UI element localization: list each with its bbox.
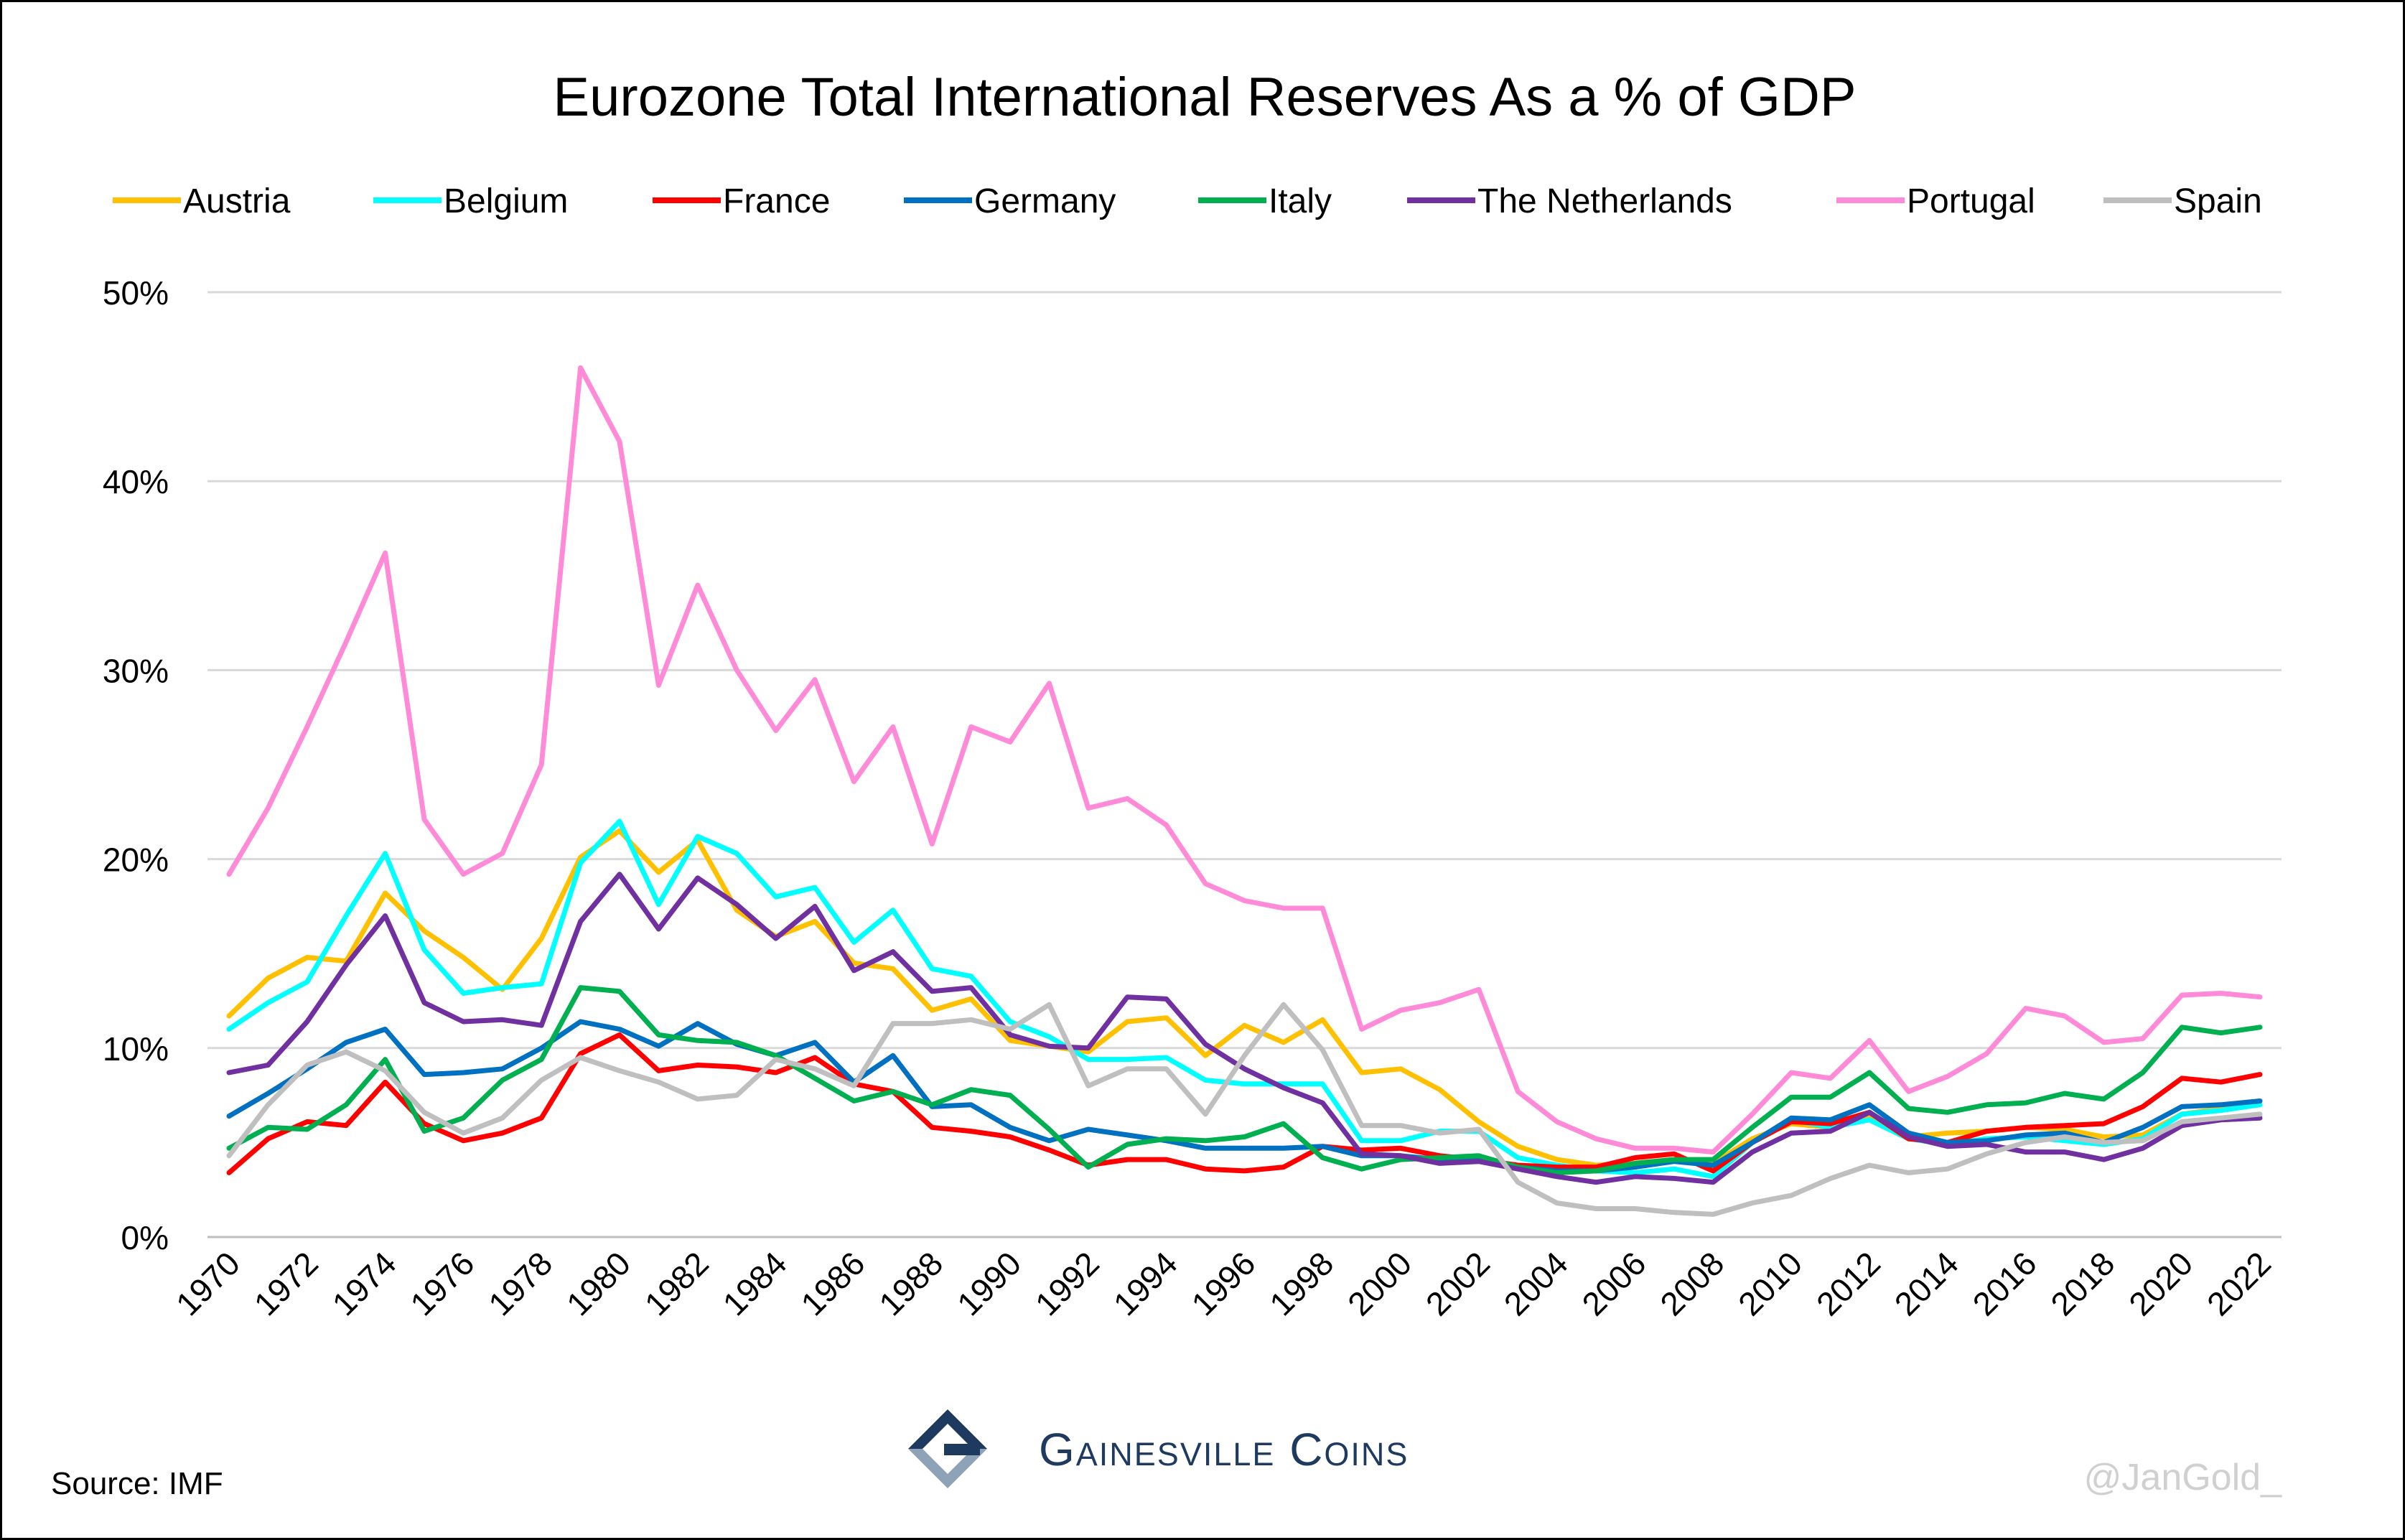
source-note: Source: IMF bbox=[51, 1466, 223, 1501]
y-tick-label: 20% bbox=[103, 841, 169, 879]
legend-label: Spain bbox=[2174, 182, 2262, 220]
x-tick-label: 1984 bbox=[716, 1244, 794, 1322]
chart-title: Eurozone Total International Reserves As… bbox=[553, 67, 1856, 128]
x-tick-label: 2010 bbox=[1731, 1244, 1809, 1322]
series-lines bbox=[226, 365, 2263, 1217]
legend-label: Italy bbox=[1269, 182, 1332, 220]
x-tick-label: 2014 bbox=[1887, 1244, 1966, 1322]
y-tick-label: 10% bbox=[103, 1030, 169, 1068]
legend-label: Austria bbox=[183, 182, 291, 220]
legend-label: Germany bbox=[974, 182, 1116, 220]
x-tick-label: 1972 bbox=[247, 1244, 325, 1322]
y-tick-label: 40% bbox=[103, 463, 169, 500]
x-axis-ticks: 1970 1972 1974 1976 1978 1980 1982 1984 1986 1988… bbox=[169, 1244, 2278, 1322]
legend: Austria Belgium France Germany Italy The Neth… bbox=[113, 182, 2262, 220]
legend-label: The Netherlands bbox=[1477, 182, 1732, 220]
x-tick-label: 1992 bbox=[1028, 1244, 1106, 1322]
legend-item-france: France bbox=[653, 182, 830, 220]
x-tick-label: 1990 bbox=[950, 1244, 1028, 1322]
y-tick-label: 30% bbox=[103, 652, 169, 689]
x-tick-label: 1986 bbox=[793, 1244, 872, 1322]
y-tick-label: 50% bbox=[103, 274, 169, 312]
y-tick-label: 0% bbox=[121, 1219, 169, 1256]
series-line-germany bbox=[226, 1019, 2263, 1174]
series-line-italy bbox=[226, 985, 2263, 1175]
legend-item-belgium: Belgium bbox=[373, 182, 568, 220]
x-tick-label: 1988 bbox=[872, 1244, 950, 1322]
logo-text: Gainesville Coins bbox=[1039, 1424, 1409, 1475]
x-tick-label: 2016 bbox=[1966, 1244, 2044, 1322]
legend-label: Portugal bbox=[1907, 182, 2035, 220]
legend-item-portugal: Portugal bbox=[1836, 182, 2035, 220]
x-tick-label: 2002 bbox=[1419, 1244, 1497, 1322]
x-tick-label: 1980 bbox=[559, 1244, 638, 1322]
series-line-portugal bbox=[226, 365, 2263, 1155]
series-line-austria bbox=[226, 828, 2263, 1168]
x-tick-label: 1998 bbox=[1262, 1244, 1340, 1322]
legend-label: France bbox=[723, 182, 830, 220]
x-tick-label: 1982 bbox=[638, 1244, 716, 1322]
logo-mark-icon bbox=[908, 1409, 987, 1488]
logo: Gainesville Coins bbox=[908, 1409, 1409, 1488]
x-tick-label: 2018 bbox=[2043, 1244, 2121, 1322]
series-line-spain bbox=[226, 1002, 2263, 1217]
legend-item-italy: Italy bbox=[1198, 182, 1332, 220]
x-tick-label: 1976 bbox=[403, 1244, 481, 1322]
x-tick-label: 2022 bbox=[2200, 1244, 2278, 1322]
x-tick-label: 1974 bbox=[325, 1244, 403, 1322]
legend-item-spain: Spain bbox=[2103, 182, 2262, 220]
x-tick-label: 1970 bbox=[169, 1244, 247, 1322]
legend-label: Belgium bbox=[444, 182, 568, 220]
x-tick-label: 1994 bbox=[1106, 1244, 1185, 1322]
x-tick-label: 1978 bbox=[481, 1244, 559, 1322]
x-tick-label: 1996 bbox=[1184, 1244, 1262, 1322]
x-tick-label: 2000 bbox=[1340, 1244, 1419, 1322]
x-tick-label: 2006 bbox=[1574, 1244, 1653, 1322]
series-line-the-netherlands bbox=[226, 872, 2263, 1185]
x-tick-label: 2012 bbox=[1809, 1244, 1887, 1322]
y-axis-ticks: 0% 10% 20% 30% 40% 50% bbox=[103, 274, 169, 1256]
gridlines bbox=[207, 291, 2282, 1238]
legend-item-austria: Austria bbox=[113, 182, 291, 220]
legend-item-the-netherlands: The Netherlands bbox=[1407, 182, 1732, 220]
legend-item-germany: Germany bbox=[904, 182, 1116, 220]
x-tick-label: 2008 bbox=[1653, 1244, 1731, 1322]
x-tick-label: 2020 bbox=[2121, 1244, 2200, 1322]
x-tick-label: 2004 bbox=[1497, 1244, 1575, 1322]
watermark: @JanGold_ bbox=[2084, 1457, 2282, 1498]
